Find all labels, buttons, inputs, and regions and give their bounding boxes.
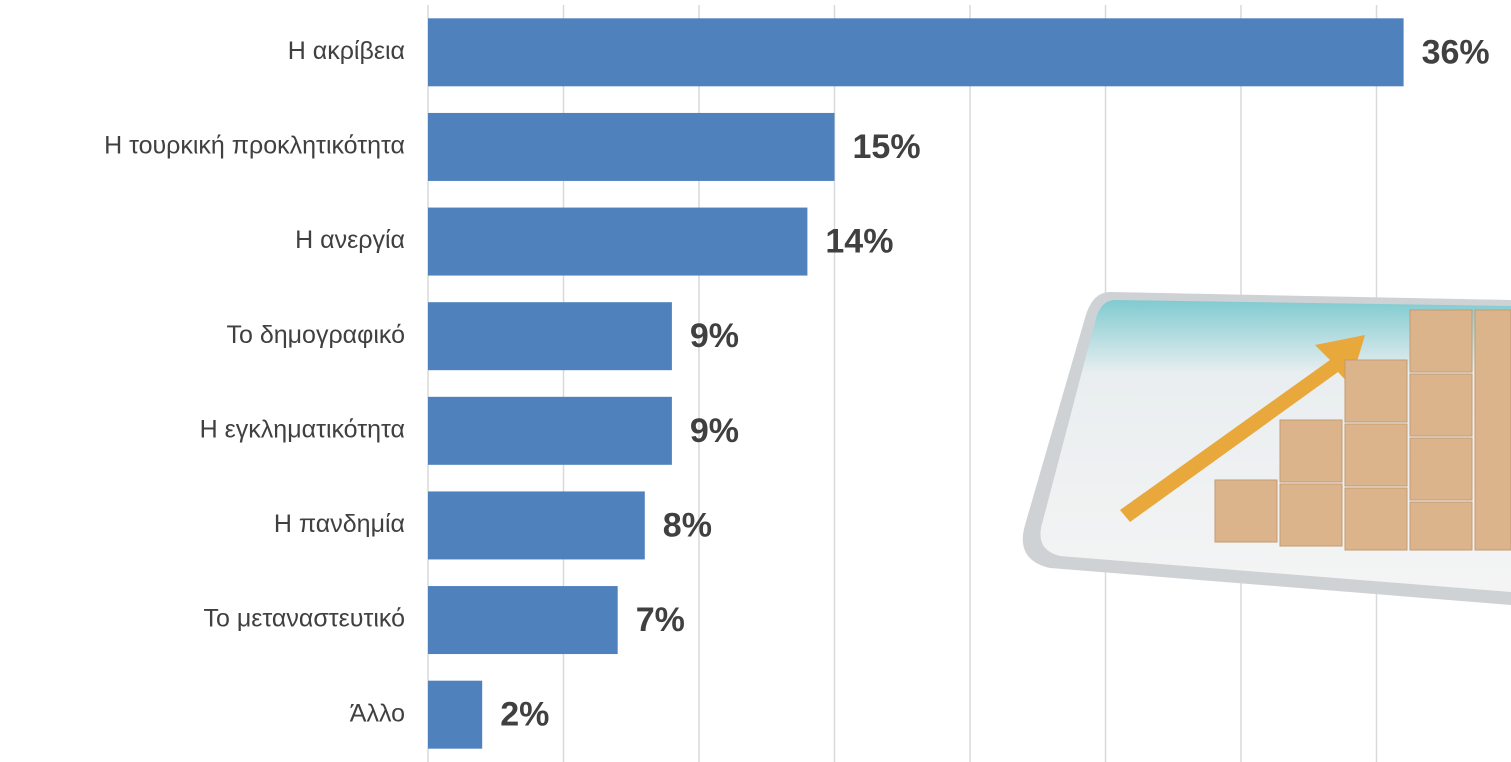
category-label: Η τουρκική προκλητικότητα: [104, 132, 405, 160]
bars: [428, 18, 1404, 749]
category-label: Άλλο: [350, 699, 405, 727]
data-label: 14%: [825, 223, 893, 261]
bar: [428, 112, 835, 181]
category-label: Η πανδημία: [274, 510, 405, 538]
data-label: 2%: [500, 696, 549, 734]
category-label: Η εγκληματικότητα: [200, 415, 405, 443]
bar: [428, 586, 618, 655]
bar: [428, 18, 1404, 87]
bar: [428, 680, 483, 749]
category-label: Η ακρίβεια: [288, 37, 405, 65]
data-label: 9%: [690, 317, 739, 355]
category-label: Το δημογραφικό: [226, 321, 405, 349]
bar: [428, 207, 808, 276]
category-label: Η ανεργία: [295, 226, 405, 254]
data-label: 15%: [853, 128, 921, 166]
photo-blocks: [1214, 309, 1511, 551]
bar: [428, 302, 672, 371]
bar: [428, 491, 645, 560]
photo-arrow: [1120, 335, 1365, 522]
bar: [428, 396, 672, 465]
photo-inset: [1022, 292, 1511, 605]
data-label: 7%: [636, 601, 685, 639]
data-label: 36%: [1422, 33, 1490, 71]
category-label: Το μεταναστευτικό: [203, 605, 405, 633]
data-label: 9%: [690, 412, 739, 450]
data-label: 8%: [663, 506, 712, 544]
